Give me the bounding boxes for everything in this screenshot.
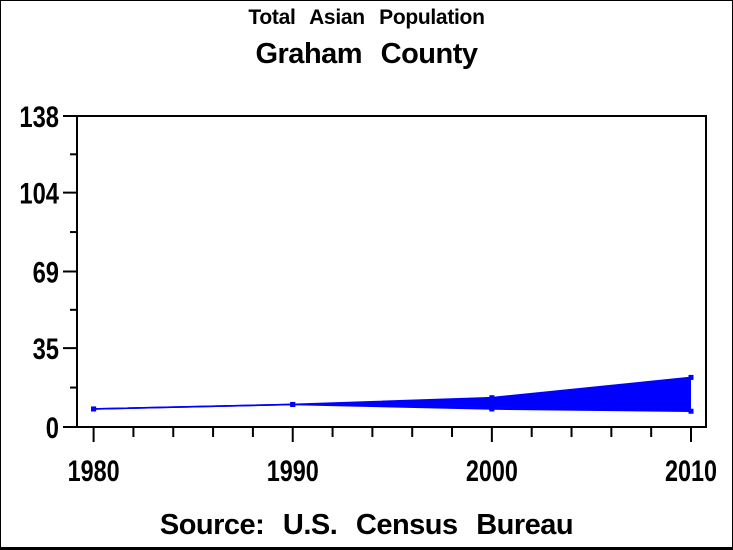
data-point-marker [489, 395, 495, 401]
y-tick-label: 0 [46, 412, 59, 445]
asian-population-lower-line-path [93, 403, 692, 413]
data-point-marker [91, 406, 97, 412]
data-point-marker [688, 408, 694, 414]
y-tick-label: 138 [19, 101, 59, 134]
chart-subtitle: Graham County [255, 38, 478, 70]
data-point-marker [688, 374, 694, 380]
y-tick-label: 104 [19, 178, 59, 211]
series-band [93, 377, 692, 412]
chart-title: Total Asian Population [248, 6, 485, 29]
x-tick-label: 1980 [68, 455, 120, 488]
plot-frame [76, 115, 707, 428]
x-tick-label: 2000 [466, 455, 518, 488]
y-tick-label: 69 [33, 257, 59, 290]
source-note: Source: U.S. Census Bureau [159, 509, 574, 541]
x-tick-label: 1990 [267, 455, 319, 488]
y-tick-label: 35 [33, 333, 59, 366]
data-point-marker [290, 401, 296, 407]
data-point-marker [489, 406, 495, 412]
x-tick-label: 2010 [665, 455, 717, 488]
